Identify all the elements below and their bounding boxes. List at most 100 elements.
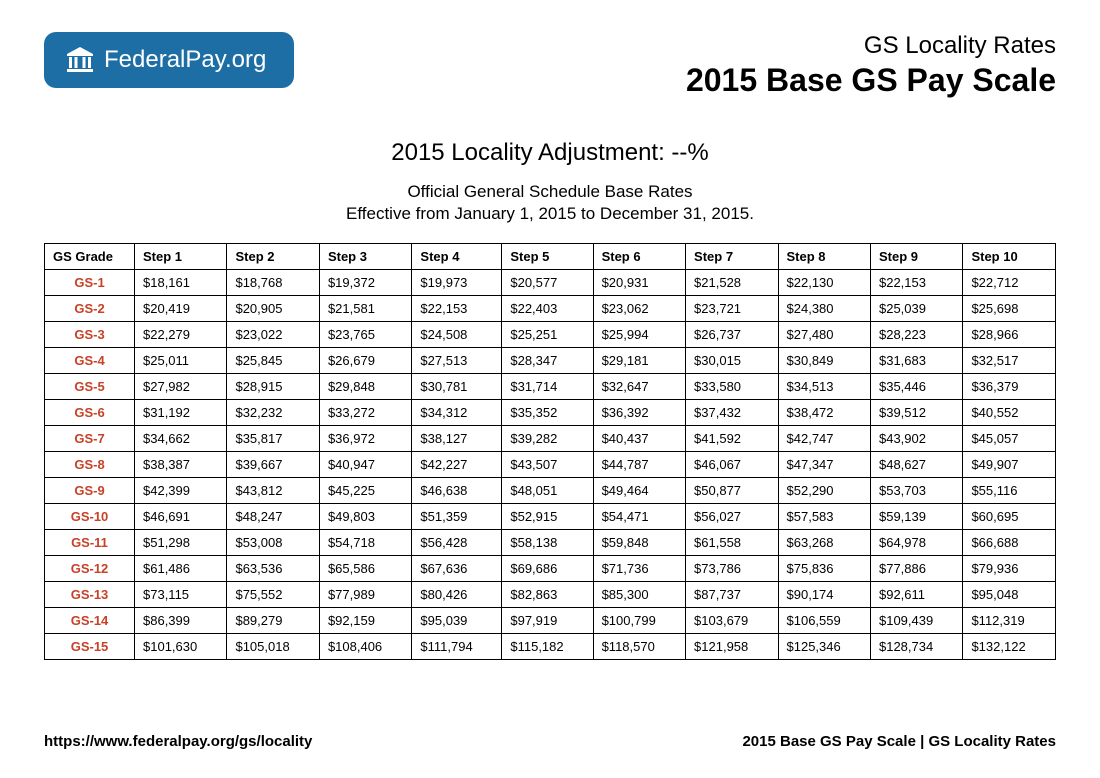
value-cell: $40,437 xyxy=(593,426,685,452)
value-cell: $53,008 xyxy=(227,530,319,556)
value-cell: $32,647 xyxy=(593,374,685,400)
value-cell: $109,439 xyxy=(870,608,962,634)
value-cell: $47,347 xyxy=(778,452,870,478)
value-cell: $52,915 xyxy=(502,504,593,530)
header-title: 2015 Base GS Pay Scale xyxy=(686,62,1056,99)
value-cell: $121,958 xyxy=(686,634,778,660)
value-cell: $36,392 xyxy=(593,400,685,426)
table-row: GS-1$18,161$18,768$19,372$19,973$20,577$… xyxy=(45,270,1056,296)
grade-cell: GS-1 xyxy=(45,270,135,296)
value-cell: $34,312 xyxy=(412,400,502,426)
value-cell: $75,552 xyxy=(227,582,319,608)
column-header: Step 1 xyxy=(135,244,227,270)
value-cell: $27,480 xyxy=(778,322,870,348)
value-cell: $45,225 xyxy=(319,478,411,504)
value-cell: $33,272 xyxy=(319,400,411,426)
value-cell: $22,153 xyxy=(870,270,962,296)
value-cell: $29,848 xyxy=(319,374,411,400)
value-cell: $43,507 xyxy=(502,452,593,478)
value-cell: $44,787 xyxy=(593,452,685,478)
value-cell: $34,662 xyxy=(135,426,227,452)
value-cell: $25,994 xyxy=(593,322,685,348)
value-cell: $48,051 xyxy=(502,478,593,504)
header-subtitle: GS Locality Rates xyxy=(686,32,1056,60)
value-cell: $21,581 xyxy=(319,296,411,322)
column-header: Step 5 xyxy=(502,244,593,270)
value-cell: $50,877 xyxy=(686,478,778,504)
grade-cell: GS-3 xyxy=(45,322,135,348)
value-cell: $69,686 xyxy=(502,556,593,582)
value-cell: $22,279 xyxy=(135,322,227,348)
footer: https://www.federalpay.org/gs/locality 2… xyxy=(44,733,1056,750)
value-cell: $38,127 xyxy=(412,426,502,452)
value-cell: $58,138 xyxy=(502,530,593,556)
grade-cell: GS-15 xyxy=(45,634,135,660)
value-cell: $40,947 xyxy=(319,452,411,478)
value-cell: $38,387 xyxy=(135,452,227,478)
value-cell: $92,611 xyxy=(870,582,962,608)
logo-text-bold: Federal xyxy=(104,46,185,73)
value-cell: $49,907 xyxy=(963,452,1056,478)
value-cell: $26,737 xyxy=(686,322,778,348)
value-cell: $30,781 xyxy=(412,374,502,400)
value-cell: $77,989 xyxy=(319,582,411,608)
value-cell: $54,471 xyxy=(593,504,685,530)
footer-caption: 2015 Base GS Pay Scale | GS Locality Rat… xyxy=(742,733,1056,750)
footer-url: https://www.federalpay.org/gs/locality xyxy=(44,733,312,750)
value-cell: $61,558 xyxy=(686,530,778,556)
value-cell: $31,714 xyxy=(502,374,593,400)
grade-cell: GS-5 xyxy=(45,374,135,400)
grade-cell: GS-11 xyxy=(45,530,135,556)
value-cell: $27,982 xyxy=(135,374,227,400)
description: Official General Schedule Base Rates Eff… xyxy=(44,181,1056,225)
grade-cell: GS-14 xyxy=(45,608,135,634)
value-cell: $115,182 xyxy=(502,634,593,660)
value-cell: $20,931 xyxy=(593,270,685,296)
grade-cell: GS-13 xyxy=(45,582,135,608)
value-cell: $97,919 xyxy=(502,608,593,634)
value-cell: $31,683 xyxy=(870,348,962,374)
value-cell: $18,768 xyxy=(227,270,319,296)
value-cell: $86,399 xyxy=(135,608,227,634)
value-cell: $26,679 xyxy=(319,348,411,374)
value-cell: $36,379 xyxy=(963,374,1056,400)
value-cell: $95,039 xyxy=(412,608,502,634)
value-cell: $25,845 xyxy=(227,348,319,374)
grade-cell: GS-6 xyxy=(45,400,135,426)
value-cell: $105,018 xyxy=(227,634,319,660)
value-cell: $22,403 xyxy=(502,296,593,322)
grade-cell: GS-10 xyxy=(45,504,135,530)
column-header: Step 4 xyxy=(412,244,502,270)
value-cell: $37,432 xyxy=(686,400,778,426)
value-cell: $46,691 xyxy=(135,504,227,530)
value-cell: $43,902 xyxy=(870,426,962,452)
value-cell: $22,712 xyxy=(963,270,1056,296)
value-cell: $23,765 xyxy=(319,322,411,348)
value-cell: $25,039 xyxy=(870,296,962,322)
value-cell: $20,419 xyxy=(135,296,227,322)
value-cell: $80,426 xyxy=(412,582,502,608)
value-cell: $125,346 xyxy=(778,634,870,660)
value-cell: $82,863 xyxy=(502,582,593,608)
value-cell: $132,122 xyxy=(963,634,1056,660)
table-row: GS-15$101,630$105,018$108,406$111,794$11… xyxy=(45,634,1056,660)
value-cell: $38,472 xyxy=(778,400,870,426)
value-cell: $30,015 xyxy=(686,348,778,374)
value-cell: $49,464 xyxy=(593,478,685,504)
value-cell: $24,380 xyxy=(778,296,870,322)
value-cell: $42,227 xyxy=(412,452,502,478)
logo-badge: FederalPay.org xyxy=(44,32,294,88)
value-cell: $87,737 xyxy=(686,582,778,608)
value-cell: $63,268 xyxy=(778,530,870,556)
value-cell: $118,570 xyxy=(593,634,685,660)
grade-cell: GS-4 xyxy=(45,348,135,374)
value-cell: $19,973 xyxy=(412,270,502,296)
table-row: GS-12$61,486$63,536$65,586$67,636$69,686… xyxy=(45,556,1056,582)
value-cell: $73,786 xyxy=(686,556,778,582)
value-cell: $73,115 xyxy=(135,582,227,608)
value-cell: $56,428 xyxy=(412,530,502,556)
value-cell: $66,688 xyxy=(963,530,1056,556)
column-header: Step 9 xyxy=(870,244,962,270)
value-cell: $89,279 xyxy=(227,608,319,634)
value-cell: $32,232 xyxy=(227,400,319,426)
